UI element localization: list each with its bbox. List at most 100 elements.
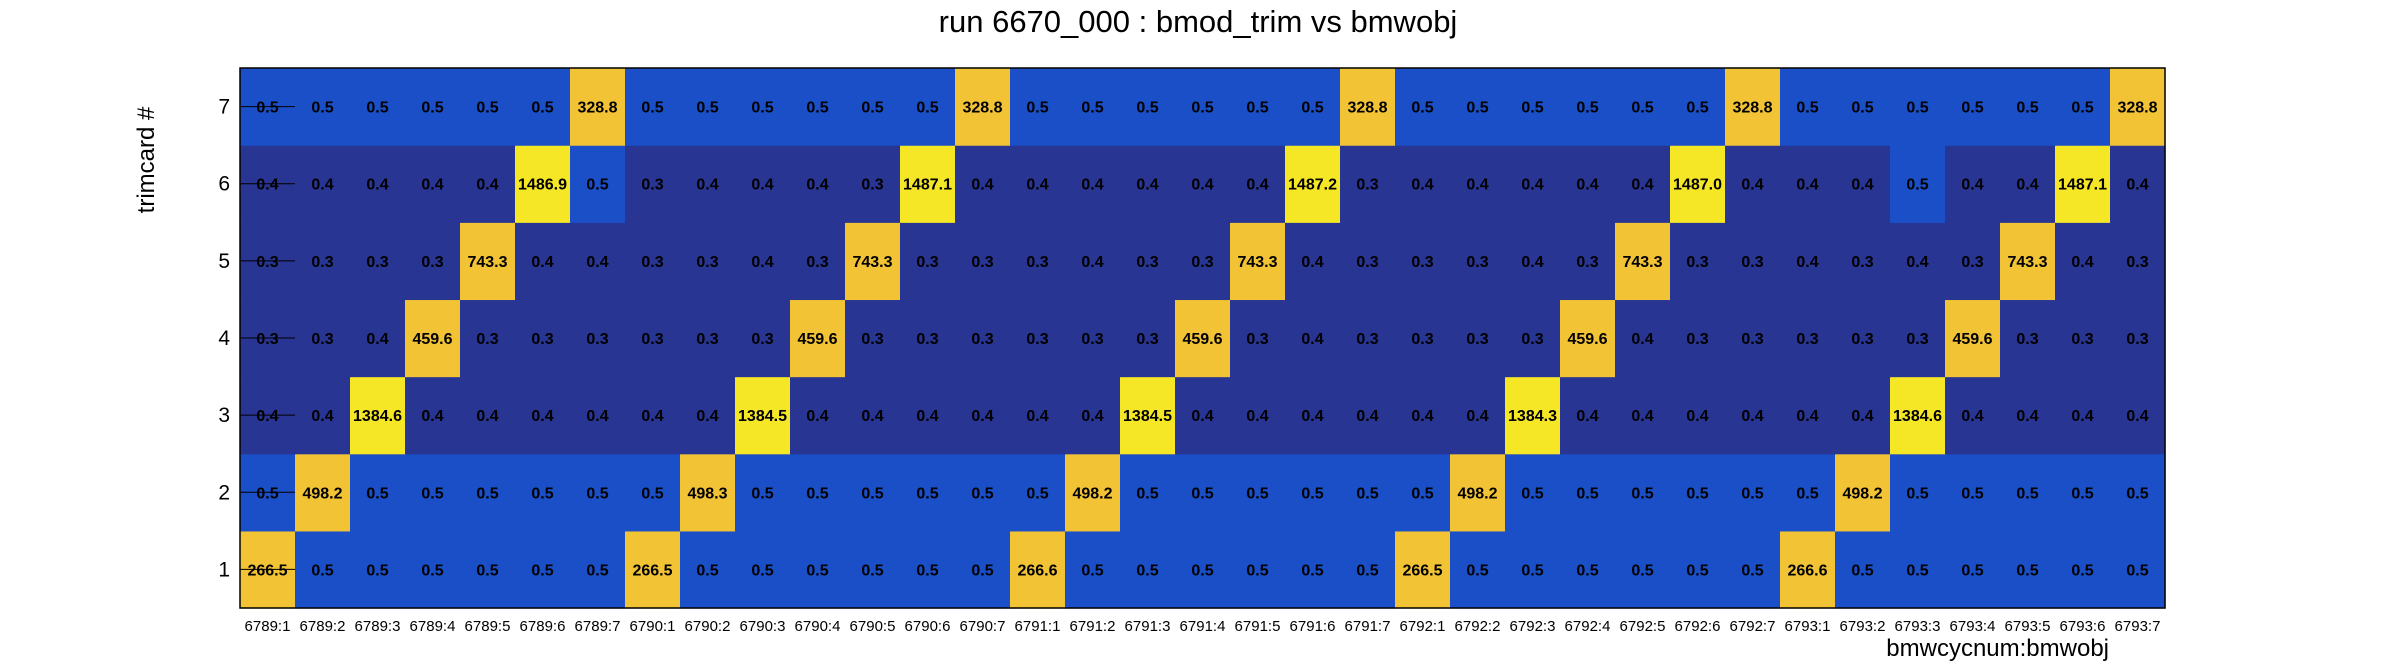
heatmap-cell xyxy=(2055,299,2111,378)
cell-value-label: 0.4 xyxy=(1961,177,1983,194)
cell-value-label: 0.4 xyxy=(366,331,388,348)
cell-value-label: 0.3 xyxy=(2126,331,2148,348)
cell-value-label: 0.5 xyxy=(1081,562,1103,579)
cell-value-label: 0.4 xyxy=(1521,254,1543,271)
cell-value-label: 0.4 xyxy=(531,408,553,425)
cell-value-label: 328.8 xyxy=(962,100,1002,117)
cell-value-label: 498.2 xyxy=(1842,485,1882,502)
x-tick-label: 6790:1 xyxy=(630,618,676,635)
heatmap-cell xyxy=(350,222,406,301)
cell-value-label: 0.5 xyxy=(1301,562,1323,579)
cell-value-label: 0.4 xyxy=(531,254,553,271)
heatmap-cell xyxy=(2110,145,2166,223)
cell-value-label: 0.4 xyxy=(916,408,938,425)
cell-value-label: 0.3 xyxy=(311,254,333,271)
heatmap-cell xyxy=(955,453,1011,532)
cell-value-label: 0.3 xyxy=(696,254,718,271)
heatmap-cell xyxy=(2000,299,2056,378)
heatmap-cell xyxy=(845,299,901,378)
cell-value-label: 0.3 xyxy=(1466,331,1488,348)
heatmap-cell xyxy=(1670,145,1726,223)
heatmap-cell xyxy=(2000,222,2056,301)
cell-value-label: 0.4 xyxy=(1631,331,1653,348)
cell-value-label: 0.3 xyxy=(861,331,883,348)
heatmap-cell xyxy=(350,68,406,146)
cell-value-label: 0.5 xyxy=(586,485,608,502)
cell-value-label: 0.3 xyxy=(2016,331,2038,348)
heatmap-cell xyxy=(1835,68,1891,146)
cell-value-label: 0.4 xyxy=(1081,177,1103,194)
heatmap-cell xyxy=(625,453,681,532)
x-tick-label: 6792:6 xyxy=(1675,618,1721,635)
cell-value-label: 0.4 xyxy=(1081,408,1103,425)
cell-value-label: 0.4 xyxy=(1466,408,1488,425)
heatmap-cell xyxy=(1230,145,1286,223)
cell-value-label: 0.4 xyxy=(1851,177,1873,194)
cell-value-label: 0.4 xyxy=(2071,254,2093,271)
heatmap-cell xyxy=(405,68,461,146)
cell-value-label: 0.3 xyxy=(366,254,388,271)
cell-value-label: 0.4 xyxy=(1631,177,1653,194)
heatmap-cell xyxy=(735,222,791,301)
heatmap-cell xyxy=(295,145,351,223)
cell-value-label: 266.6 xyxy=(1017,562,1057,579)
heatmap-cell xyxy=(1560,376,1616,455)
cell-value-label: 0.4 xyxy=(806,177,828,194)
cell-value-label: 0.4 xyxy=(861,408,883,425)
heatmap-cell xyxy=(900,222,956,301)
heatmap-cell xyxy=(350,145,406,223)
heatmap-cell xyxy=(900,530,956,609)
heatmap-cell xyxy=(1945,68,2001,146)
cell-value-label: 0.3 xyxy=(641,254,663,271)
heatmap-cell xyxy=(1835,530,1891,609)
heatmap-cell xyxy=(2000,145,2056,223)
cell-value-label: 0.5 xyxy=(916,100,938,117)
heatmap-cell xyxy=(570,145,626,223)
cell-value-label: 743.3 xyxy=(852,254,892,271)
heatmap-cell xyxy=(1120,222,1176,301)
cell-value-label: 0.3 xyxy=(2126,254,2148,271)
heatmap-cell xyxy=(790,299,846,378)
heatmap-cell xyxy=(515,376,571,455)
cell-value-label: 0.5 xyxy=(1026,100,1048,117)
heatmap-cell xyxy=(570,376,626,455)
heatmap-cell xyxy=(790,530,846,609)
cell-value-label: 1486.9 xyxy=(518,177,567,194)
cell-value-label: 0.3 xyxy=(1851,331,1873,348)
heatmap-cell xyxy=(1505,68,1561,146)
cell-value-label: 0.4 xyxy=(751,177,773,194)
heatmap-cell xyxy=(790,68,846,146)
heatmap-cell xyxy=(625,68,681,146)
heatmap-cell xyxy=(1725,299,1781,378)
heatmap-cell xyxy=(1835,453,1891,532)
cell-value-label: 0.5 xyxy=(1796,485,1818,502)
y-tick-label: 6 xyxy=(218,173,230,196)
heatmap-cell xyxy=(1670,299,1726,378)
cell-value-label: 0.4 xyxy=(1356,408,1378,425)
x-tick-label: 6792:2 xyxy=(1455,618,1501,635)
heatmap-cell xyxy=(1560,299,1616,378)
heatmap-cell xyxy=(1065,145,1121,223)
cell-value-label: 0.5 xyxy=(1741,562,1763,579)
cell-value-label: 0.5 xyxy=(1906,562,1928,579)
heatmap-cell xyxy=(1560,68,1616,146)
cell-value-label: 1384.6 xyxy=(1893,408,1942,425)
cell-value-label: 0.5 xyxy=(421,100,443,117)
heatmap-cell xyxy=(515,68,571,146)
heatmap-cell xyxy=(680,530,736,609)
x-tick-label: 6791:2 xyxy=(1070,618,1116,635)
cell-value-label: 1384.3 xyxy=(1508,408,1557,425)
heatmap-cell xyxy=(1395,453,1451,532)
heatmap-cell xyxy=(1340,222,1396,301)
x-tick-label: 6790:2 xyxy=(685,618,731,635)
cell-value-label: 0.5 xyxy=(1961,562,1983,579)
heatmap-cell xyxy=(1725,145,1781,223)
heatmap-cell xyxy=(1505,453,1561,532)
heatmap-cell xyxy=(1725,68,1781,146)
cell-value-label: 0.3 xyxy=(1191,254,1213,271)
heatmap-cell xyxy=(1780,145,1836,223)
heatmap-cell xyxy=(1230,299,1286,378)
cell-value-label: 0.5 xyxy=(1576,485,1598,502)
heatmap-cell xyxy=(2110,376,2166,455)
heatmap-cell xyxy=(295,222,351,301)
